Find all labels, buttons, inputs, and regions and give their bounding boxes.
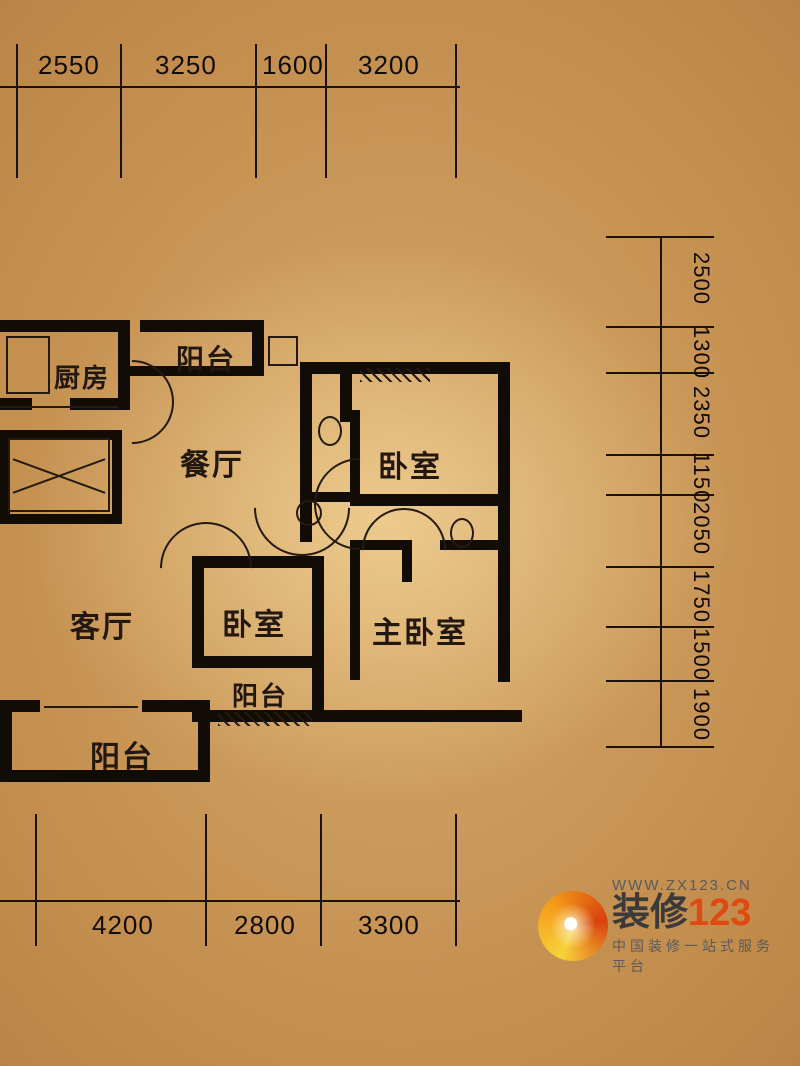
dim-top-track <box>0 86 460 88</box>
brand-logo: WWW.ZX123.CN 装修123 中国装修一站式服务平台 <box>538 877 788 976</box>
dim-top-label: 1600 <box>262 50 324 81</box>
dim-top-tick <box>325 44 327 178</box>
wall-segment <box>192 656 324 668</box>
dim-right-label: 1150 <box>688 452 714 503</box>
wall-segment <box>0 514 122 524</box>
wall-segment <box>0 700 12 780</box>
dim-top-tick <box>120 44 122 178</box>
wall-segment <box>498 362 510 682</box>
logo-main: 装修123 <box>612 894 788 932</box>
fixture-stove <box>6 336 50 394</box>
room-label-balcony-n: 阳台 <box>176 338 236 378</box>
dim-top-label: 2550 <box>38 50 100 81</box>
dim-right-label: 2500 <box>688 252 714 305</box>
wall-segment <box>440 540 510 550</box>
room-label-balcony-c: 阳台 <box>232 676 288 713</box>
wall-segment <box>0 320 130 332</box>
logo-main-plain: 装修 <box>612 892 688 934</box>
wall-segment <box>312 556 324 718</box>
dim-bottom-tick <box>205 814 207 946</box>
room-label-bedroom-ne: 卧室 <box>378 442 442 486</box>
room-label-master: 主卧室 <box>372 608 468 652</box>
hatch-strip <box>360 368 430 382</box>
room-label-living: 客厅 <box>70 602 134 646</box>
dim-bottom-label: 2800 <box>234 910 296 941</box>
dim-bottom-label: 4200 <box>92 910 154 941</box>
elevator-icon <box>8 438 110 512</box>
fixture-toilet2 <box>450 518 474 548</box>
fixture-toilet1 <box>318 416 342 446</box>
dim-right-label: 1300 <box>688 326 714 379</box>
dim-top-tick <box>455 44 457 178</box>
dim-right-track <box>660 236 662 746</box>
fixture-wc-box <box>268 336 298 366</box>
wall-segment <box>198 700 210 780</box>
wall-segment <box>112 430 122 522</box>
dim-right-label: 2350 <box>688 386 714 439</box>
thin-line <box>44 706 138 708</box>
dim-top-label: 3200 <box>358 50 420 81</box>
dim-right-label: 2050 <box>688 502 714 555</box>
dim-bottom-tick <box>35 814 37 946</box>
wall-segment <box>140 320 262 332</box>
dim-top-tick <box>16 44 18 178</box>
room-label-dining: 餐厅 <box>180 440 244 484</box>
dim-bottom-tick <box>455 814 457 946</box>
room-label-kitchen: 厨房 <box>54 358 110 395</box>
dim-right-label: 1900 <box>688 688 714 741</box>
logo-main-accent: 123 <box>688 892 751 934</box>
logo-swirl-icon <box>538 891 608 961</box>
dim-right-tick <box>606 236 714 238</box>
dim-bottom-track <box>0 900 460 902</box>
wall-segment <box>350 540 360 680</box>
wall-segment <box>0 398 32 410</box>
room-label-balcony-s: 阳台 <box>90 732 154 776</box>
dim-top-tick <box>255 44 257 178</box>
dim-bottom-tick <box>320 814 322 946</box>
hatch-strip <box>218 712 312 726</box>
logo-sub: 中国装修一站式服务平台 <box>612 936 788 976</box>
fixture-sink1 <box>296 500 322 526</box>
dim-top-label: 3250 <box>155 50 217 81</box>
dim-right-tick <box>606 566 714 568</box>
dim-bottom-label: 3300 <box>358 910 420 941</box>
room-label-bedroom-c: 卧室 <box>222 600 286 644</box>
dim-right-tick <box>606 746 714 748</box>
dim-right-label: 1750 <box>688 570 714 623</box>
dim-right-label: 1500 <box>688 628 714 681</box>
